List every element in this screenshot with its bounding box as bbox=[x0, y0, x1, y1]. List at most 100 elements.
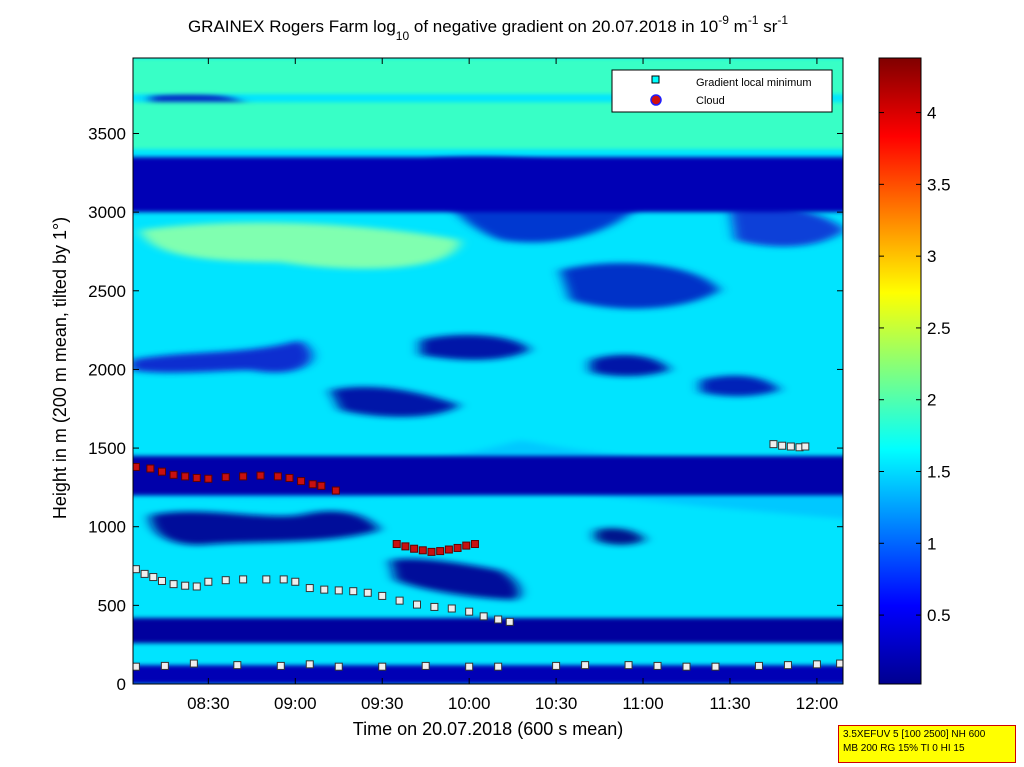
legend-label-gradient-minimum: Gradient local minimum bbox=[696, 77, 812, 89]
heatmap-band-0 bbox=[133, 665, 843, 684]
cloud-point bbox=[401, 542, 410, 551]
gradient-minimum-point bbox=[801, 442, 810, 451]
gradient-minimum-point bbox=[233, 661, 242, 670]
cloud-point bbox=[453, 543, 462, 552]
colorbar: 0.5 1 1.5 2 2.5 3 3.5 4 bbox=[878, 57, 951, 685]
gradient-minimum-point bbox=[192, 582, 201, 591]
gradient-minimum-point bbox=[395, 596, 404, 605]
gradient-minimum-point bbox=[447, 604, 456, 613]
plot-frame bbox=[132, 57, 844, 685]
x-tick-label: 11:00 bbox=[622, 694, 663, 713]
heatmap-band-1 bbox=[133, 617, 843, 644]
gradient-minimum-point bbox=[133, 565, 140, 574]
y-tick-label: 3000 bbox=[88, 203, 126, 222]
gradient-minimum-point bbox=[160, 661, 169, 670]
legend: Gradient local minimum Cloud bbox=[611, 69, 833, 113]
cloud-point bbox=[331, 486, 340, 495]
gradient-minimum-point bbox=[349, 587, 358, 596]
x-tick-label: 09:00 bbox=[274, 694, 317, 713]
gradient-minimum-point bbox=[421, 661, 430, 670]
y-tick-label: 0 bbox=[117, 675, 126, 694]
cloud-point bbox=[221, 473, 230, 482]
gradient-minimum-point bbox=[465, 607, 474, 616]
cloud-point bbox=[392, 540, 401, 549]
gradient-minimum-point bbox=[682, 662, 691, 671]
gradient-minimum-point bbox=[465, 662, 474, 671]
gradient-minimum-point bbox=[769, 440, 778, 449]
gradient-minimum-point bbox=[262, 575, 271, 584]
cloud-point bbox=[256, 471, 265, 480]
gradient-minimum-point bbox=[157, 576, 166, 585]
gradient-minimum-point bbox=[494, 615, 503, 624]
x-axis: 08:30 09:00 09:30 10:00 10:30 11:00 11:30 12:00 bbox=[187, 58, 838, 713]
gradient-minimum-point bbox=[239, 575, 248, 584]
gradient-minimum-point bbox=[334, 662, 343, 671]
gradient-minimum-point bbox=[552, 661, 561, 670]
gradient-minimum-point bbox=[320, 585, 329, 594]
cloud-point bbox=[410, 544, 419, 553]
cloud-point bbox=[444, 545, 453, 554]
y-axis-label: Height in m (200 m mean, tilted by 1°) bbox=[50, 217, 70, 519]
x-tick-label: 11:30 bbox=[709, 694, 750, 713]
cloud-point bbox=[239, 472, 248, 481]
gradient-minimum-point bbox=[836, 659, 843, 668]
gradient-minimum-point bbox=[754, 661, 763, 670]
gradient-minimum-point bbox=[305, 660, 314, 669]
colorbar-scale bbox=[878, 57, 922, 685]
colorbar-tick-label: 2 bbox=[927, 391, 936, 410]
cloud-point bbox=[157, 467, 166, 476]
gradient-minimum-point bbox=[149, 573, 158, 582]
gradient-minimum-point bbox=[279, 575, 288, 584]
cloud-point bbox=[462, 541, 471, 550]
gradient-minimum-point bbox=[363, 588, 372, 597]
legend-marker-gradient-minimum bbox=[651, 75, 660, 84]
info-line-1: 3.5XEFUV 5 [100 2500] NH 600 bbox=[843, 729, 986, 740]
gradient-minimum-point bbox=[140, 569, 149, 578]
colorbar-tick-label: 3 bbox=[927, 247, 936, 266]
gradient-minimum-point bbox=[291, 577, 300, 586]
gradient-minimum-point bbox=[624, 661, 633, 670]
cloud-point bbox=[169, 470, 178, 479]
colorbar-ticks: 0.5 1 1.5 2 2.5 3 3.5 4 bbox=[879, 104, 951, 625]
gradient-minimum-point bbox=[494, 662, 503, 671]
gradient-minimum-point bbox=[413, 600, 421, 609]
cloud-point bbox=[317, 481, 326, 490]
y-tick-label: 3500 bbox=[88, 124, 126, 143]
x-tick-label: 08:30 bbox=[187, 694, 230, 713]
gradient-minimum-point bbox=[505, 617, 514, 626]
colorbar-tick-label: 3.5 bbox=[927, 175, 951, 194]
cloud-point bbox=[273, 472, 282, 481]
colorbar-tick-label: 1 bbox=[927, 534, 936, 553]
gradient-minimum-point bbox=[812, 660, 821, 669]
colorbar-tick-label: 0.5 bbox=[927, 606, 951, 625]
gradient-minimum-point bbox=[276, 661, 285, 670]
gradient-minimum-point bbox=[711, 662, 720, 671]
gradient-minimum-point bbox=[189, 659, 198, 668]
cloud-point bbox=[204, 474, 213, 483]
colorbar-tick-label: 4 bbox=[927, 104, 936, 123]
plot-area bbox=[133, 58, 843, 684]
x-tick-label: 09:30 bbox=[361, 694, 404, 713]
legend-label-cloud: Cloud bbox=[696, 95, 725, 107]
y-axis: 0 500 1000 1500 2000 2500 3000 3500 bbox=[88, 124, 843, 694]
info-box: 3.5XEFUV 5 [100 2500] NH 600 MB 200 RG 1… bbox=[838, 725, 1016, 763]
legend-marker-cloud bbox=[650, 94, 662, 106]
y-tick-label: 1000 bbox=[88, 518, 126, 537]
gradient-minimum-point bbox=[305, 584, 314, 593]
gradient-minimum-point bbox=[479, 612, 488, 621]
legend-box bbox=[611, 69, 833, 113]
gradient-minimum-point bbox=[581, 661, 590, 670]
colorbar-tick-label: 1.5 bbox=[927, 463, 951, 482]
gradient-minimum-point bbox=[653, 661, 662, 670]
cloud-point bbox=[308, 480, 317, 489]
x-tick-label: 12:00 bbox=[796, 694, 839, 713]
cloud-point bbox=[470, 540, 479, 549]
gradient-minimum-point bbox=[133, 662, 140, 671]
y-tick-label: 2000 bbox=[88, 360, 126, 379]
x-tick-label: 10:30 bbox=[535, 694, 578, 713]
gradient-minimum-point bbox=[783, 661, 792, 670]
markers bbox=[133, 440, 843, 671]
gradient-minimum-point bbox=[430, 602, 439, 611]
